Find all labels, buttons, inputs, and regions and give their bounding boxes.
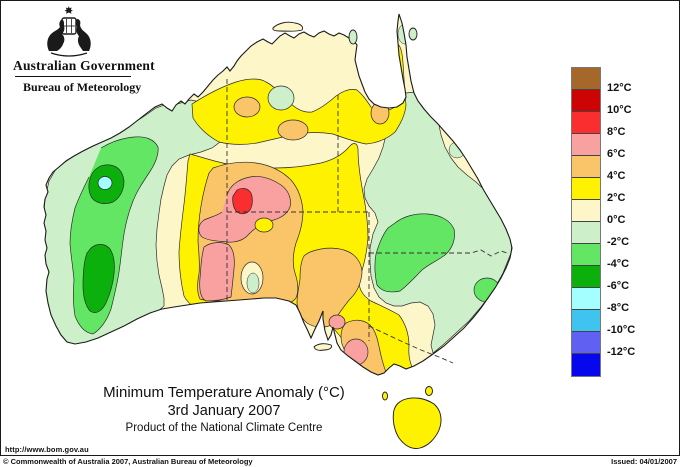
logo-divider [15, 76, 131, 77]
legend-label-2degC: 2°C [607, 192, 626, 204]
flinders-island [425, 386, 433, 396]
groote-island [348, 29, 358, 45]
bottom-bar: © Commonwealth of Australia 2007, Austra… [0, 456, 680, 467]
coat-of-arms [47, 6, 91, 57]
legend: 12°C 10°C 8°C 6°C 4°C 2°C 0°C -2°C -4°C -6°C -8°C -… [571, 67, 677, 397]
region-palegreen-qld-coast [448, 141, 466, 159]
copyright-text: © Commonwealth of Australia 2007, Austra… [3, 457, 253, 466]
region-palecyan-core [97, 176, 113, 190]
king-island [382, 391, 388, 401]
australia-anomaly-map [43, 13, 513, 449]
region-pink-yorke [328, 314, 346, 330]
legend-label--4degC: -4°C [607, 258, 630, 270]
kangaroo-icon [47, 19, 65, 51]
legend-swatch--6--4 [572, 266, 600, 288]
kangaroo-island [313, 343, 333, 351]
legend-swatch-above-12 [572, 68, 600, 90]
legend-label--2degC: -2°C [607, 236, 630, 248]
legend-swatch--12--10 [572, 332, 600, 354]
government-title: Australian Government [13, 58, 155, 73]
title-block: Minimum Temperature Anomaly (°C) 3rd Jan… [64, 384, 384, 435]
region-green-nsw-coast [473, 277, 501, 303]
map-date: 3rd January 2007 [167, 403, 281, 419]
legend-label-0degC: 0°C [607, 214, 626, 226]
region-green-qld-nsw [374, 213, 455, 293]
legend-swatch--10--8 [572, 310, 600, 332]
issued-text: Issued: 04/01/2007 [611, 457, 677, 466]
bom-url: http://www.bom.gov.au [5, 445, 89, 454]
cape-york-island [408, 27, 418, 41]
islands [272, 21, 442, 449]
legend-swatch--8--6 [572, 288, 600, 310]
region-pink-south [199, 242, 235, 302]
map-title: Minimum Temperature Anomaly (°C) [103, 384, 345, 401]
region-red-core [232, 187, 253, 215]
tasmania [392, 397, 442, 449]
legend-swatch-0-2 [572, 200, 600, 222]
legend-label--10degC: -10°C [607, 324, 636, 336]
border-qld-nsw [369, 249, 508, 257]
legend-label-4degC: 4°C [607, 170, 626, 182]
header-logo-block: Australian Government Bureau of Meteorol… [11, 5, 161, 95]
legend-swatch--4--2 [572, 244, 600, 266]
legend-label-8degC: 8°C [607, 126, 626, 138]
region-yellow-inlier [254, 217, 274, 233]
map-product-line: Product of the National Climate Centre [125, 422, 323, 434]
bureau-title: Bureau of Meteorology [23, 80, 142, 94]
map-frame: Australian Government Bureau of Meteorol… [0, 0, 680, 456]
region-palegreen-nt [267, 85, 295, 111]
legend-label-10degC: 10°C [607, 104, 632, 116]
star-icon [64, 6, 73, 14]
legend-label--8degC: -8°C [607, 302, 630, 314]
legend-swatch-10-12 [572, 90, 600, 112]
legend-label-12degC: 12°C [607, 82, 632, 94]
legend-label--12degC: -12°C [607, 346, 636, 358]
legend-label--6degC: -6°C [607, 280, 630, 292]
scroll-banner [50, 52, 88, 57]
legend-swatch-below-12 [572, 354, 600, 376]
emu-icon [75, 19, 91, 51]
region-orange-qld-border [370, 101, 390, 125]
legend-swatch-6-8 [572, 134, 600, 156]
legend-swatch-2-4 [572, 178, 600, 200]
legend-swatch-4-6 [572, 156, 600, 178]
legend-swatch--2-0 [572, 222, 600, 244]
legend-swatch-column [571, 67, 601, 377]
legend-swatch-8-10 [572, 112, 600, 134]
region-palegreen-enclave [246, 272, 260, 294]
region-darkgreen-sw [82, 244, 115, 313]
australia-coastline [43, 13, 513, 376]
region-yellow-nt-dot [221, 55, 229, 63]
state-borders [226, 79, 508, 364]
melville-island [272, 21, 304, 32]
region-orange-nt-east [277, 119, 309, 141]
legend-label-6degC: 6°C [607, 148, 626, 160]
region-orange-nt-west [233, 96, 261, 118]
